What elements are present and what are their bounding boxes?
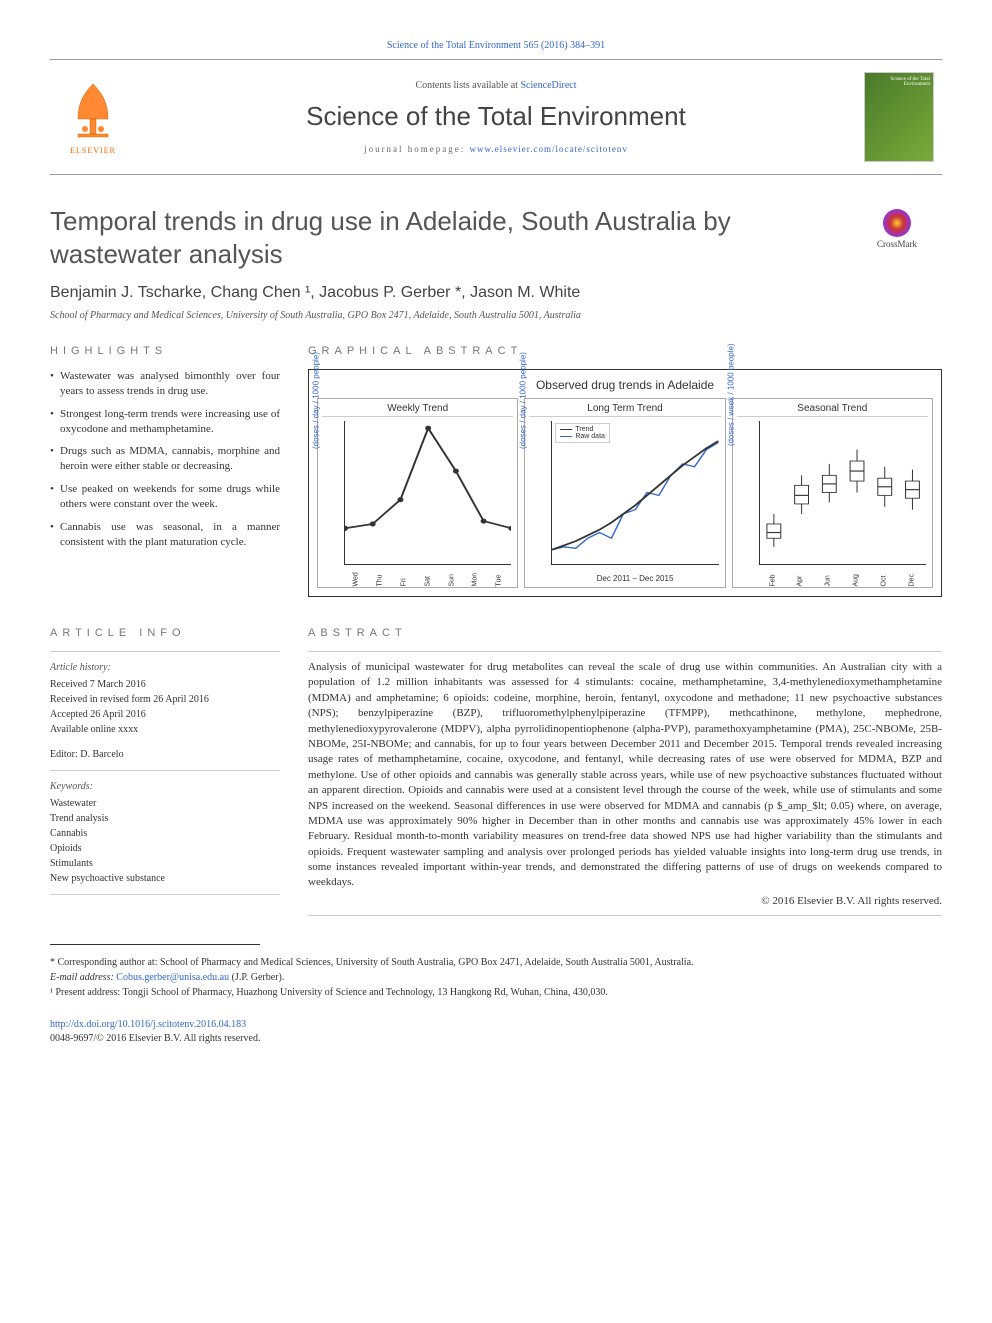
doi-block: http://dx.doi.org/10.1016/j.scitotenv.20… <box>50 1018 942 1046</box>
ga-chart-area <box>759 421 926 565</box>
history-label: Article history: <box>50 660 280 675</box>
available-date: Available online xxxx <box>50 722 280 737</box>
highlight-item: Strongest long-term trends were increasi… <box>50 407 280 437</box>
highlights-graphical-row: HIGHLIGHTS Wastewater was analysed bimon… <box>50 345 942 597</box>
graphical-column: GRAPHICAL ABSTRACT Observed drug trends … <box>308 345 942 597</box>
ga-panel-title: Seasonal Trend <box>737 403 928 417</box>
issn-line: 0048-9697/© 2016 Elsevier B.V. All right… <box>50 1032 942 1046</box>
crossmark-label: CrossMark <box>877 239 917 249</box>
contents-line: Contents lists available at ScienceDirec… <box>128 80 864 91</box>
footnotes: * Corresponding author at: School of Pha… <box>50 955 942 1000</box>
email-label: E-mail address: <box>50 972 116 983</box>
elsevier-label: ELSEVIER <box>70 146 116 155</box>
ga-ylabel: (doses / day / 1000 people) <box>312 352 321 449</box>
ga-xlabels: WedThuFriSatSunMonTue <box>344 578 511 585</box>
editor-line: Editor: D. Barcelo <box>50 747 280 762</box>
keyword-item: Stimulants <box>50 856 280 871</box>
journal-title: Science of the Total Environment <box>128 101 864 132</box>
info-abstract-row: ARTICLE INFO Article history: Received 7… <box>50 627 942 916</box>
keyword-item: New psychoactive substance <box>50 871 280 886</box>
article-title: Temporal trends in drug use in Adelaide,… <box>50 205 832 270</box>
copyright: © 2016 Elsevier B.V. All rights reserved… <box>308 895 942 907</box>
ga-panel-title: Long Term Trend <box>529 403 720 417</box>
homepage-prefix: journal homepage: <box>364 144 469 154</box>
email-link[interactable]: Cobus.gerber@unisa.edu.au <box>116 972 229 983</box>
footer-divider <box>50 944 260 945</box>
present-address: ¹ Present address: Tongji School of Phar… <box>50 985 942 1000</box>
keywords-list: WastewaterTrend analysisCannabisOpioidsS… <box>50 796 280 886</box>
article-info-block: Article history: Received 7 March 2016 R… <box>50 660 280 886</box>
highlights-header: HIGHLIGHTS <box>50 345 280 357</box>
abstract-header: ABSTRACT <box>308 627 942 639</box>
ga-panels: Weekly Trend(doses / day / 1000 people)W… <box>317 398 933 588</box>
highlights-list: Wastewater was analysed bimonthly over f… <box>50 369 280 549</box>
doi-link[interactable]: http://dx.doi.org/10.1016/j.scitotenv.20… <box>50 1019 246 1030</box>
ga-panel-0: Weekly Trend(doses / day / 1000 people)W… <box>317 398 518 588</box>
ga-ylabel: (doses / week / 1000 people) <box>726 343 735 446</box>
highlights-column: HIGHLIGHTS Wastewater was analysed bimon… <box>50 345 280 597</box>
journal-header: ELSEVIER Contents lists available at Sci… <box>50 59 942 175</box>
graphical-header: GRAPHICAL ABSTRACT <box>308 345 942 357</box>
article-info-header: ARTICLE INFO <box>50 627 280 639</box>
ga-xlabels: FebAprJunAugOctDec <box>759 578 926 585</box>
contents-prefix: Contents lists available at <box>415 80 520 91</box>
corresponding-author: * Corresponding author at: School of Pha… <box>50 955 942 970</box>
keywords-label: Keywords: <box>50 779 280 794</box>
ga-panel-2: Seasonal Trend(doses / week / 1000 peopl… <box>732 398 933 588</box>
ga-panel-title: Weekly Trend <box>322 403 513 417</box>
homepage-link[interactable]: www.elsevier.com/locate/scitotenv <box>470 144 628 154</box>
highlight-item: Drugs such as MDMA, cannabis, morphine a… <box>50 444 280 474</box>
cover-text: Science of the Total Environment <box>865 77 930 87</box>
revised-date: Received in revised form 26 April 2016 <box>50 692 280 707</box>
ga-ylabel: (doses / day / 1000 people) <box>519 352 528 449</box>
authors: Benjamin J. Tscharke, Chang Chen ¹, Jaco… <box>50 284 942 302</box>
homepage-line: journal homepage: www.elsevier.com/locat… <box>128 144 864 154</box>
keyword-item: Wastewater <box>50 796 280 811</box>
ga-legend: TrendRaw data <box>555 423 610 443</box>
ga-chart-area <box>344 421 511 565</box>
elsevier-tree-icon <box>63 79 123 144</box>
highlight-item: Use peaked on weekends for some drugs wh… <box>50 482 280 512</box>
ga-xcenter: Dec 2011 – Dec 2015 <box>551 574 718 583</box>
title-row: Temporal trends in drug use in Adelaide,… <box>50 205 942 270</box>
affiliation: School of Pharmacy and Medical Sciences,… <box>50 310 942 321</box>
keyword-item: Cannabis <box>50 826 280 841</box>
highlight-item: Cannabis use was seasonal, in a manner c… <box>50 520 280 550</box>
email-suffix: (J.P. Gerber). <box>229 972 284 983</box>
journal-reference: Science of the Total Environment 565 (20… <box>50 40 942 51</box>
crossmark-icon <box>883 209 911 237</box>
keyword-item: Trend analysis <box>50 811 280 826</box>
journal-cover: Science of the Total Environment <box>864 72 934 162</box>
elsevier-logo: ELSEVIER <box>58 75 128 160</box>
abstract-text: Analysis of municipal wastewater for dru… <box>308 660 942 891</box>
sciencedirect-link[interactable]: ScienceDirect <box>520 80 576 91</box>
ga-main-title: Observed drug trends in Adelaide <box>317 378 933 392</box>
graphical-abstract: Observed drug trends in Adelaide Weekly … <box>308 369 942 597</box>
email-line: E-mail address: Cobus.gerber@unisa.edu.a… <box>50 970 942 985</box>
received-date: Received 7 March 2016 <box>50 677 280 692</box>
highlight-item: Wastewater was analysed bimonthly over f… <box>50 369 280 399</box>
ga-panel-1: Long Term Trend(doses / day / 1000 peopl… <box>524 398 725 588</box>
header-center: Contents lists available at ScienceDirec… <box>128 80 864 154</box>
keyword-item: Opioids <box>50 841 280 856</box>
abstract-column: ABSTRACT Analysis of municipal wastewate… <box>308 627 942 916</box>
article-info-column: ARTICLE INFO Article history: Received 7… <box>50 627 280 916</box>
crossmark-badge[interactable]: CrossMark <box>852 209 942 249</box>
accepted-date: Accepted 26 April 2016 <box>50 707 280 722</box>
